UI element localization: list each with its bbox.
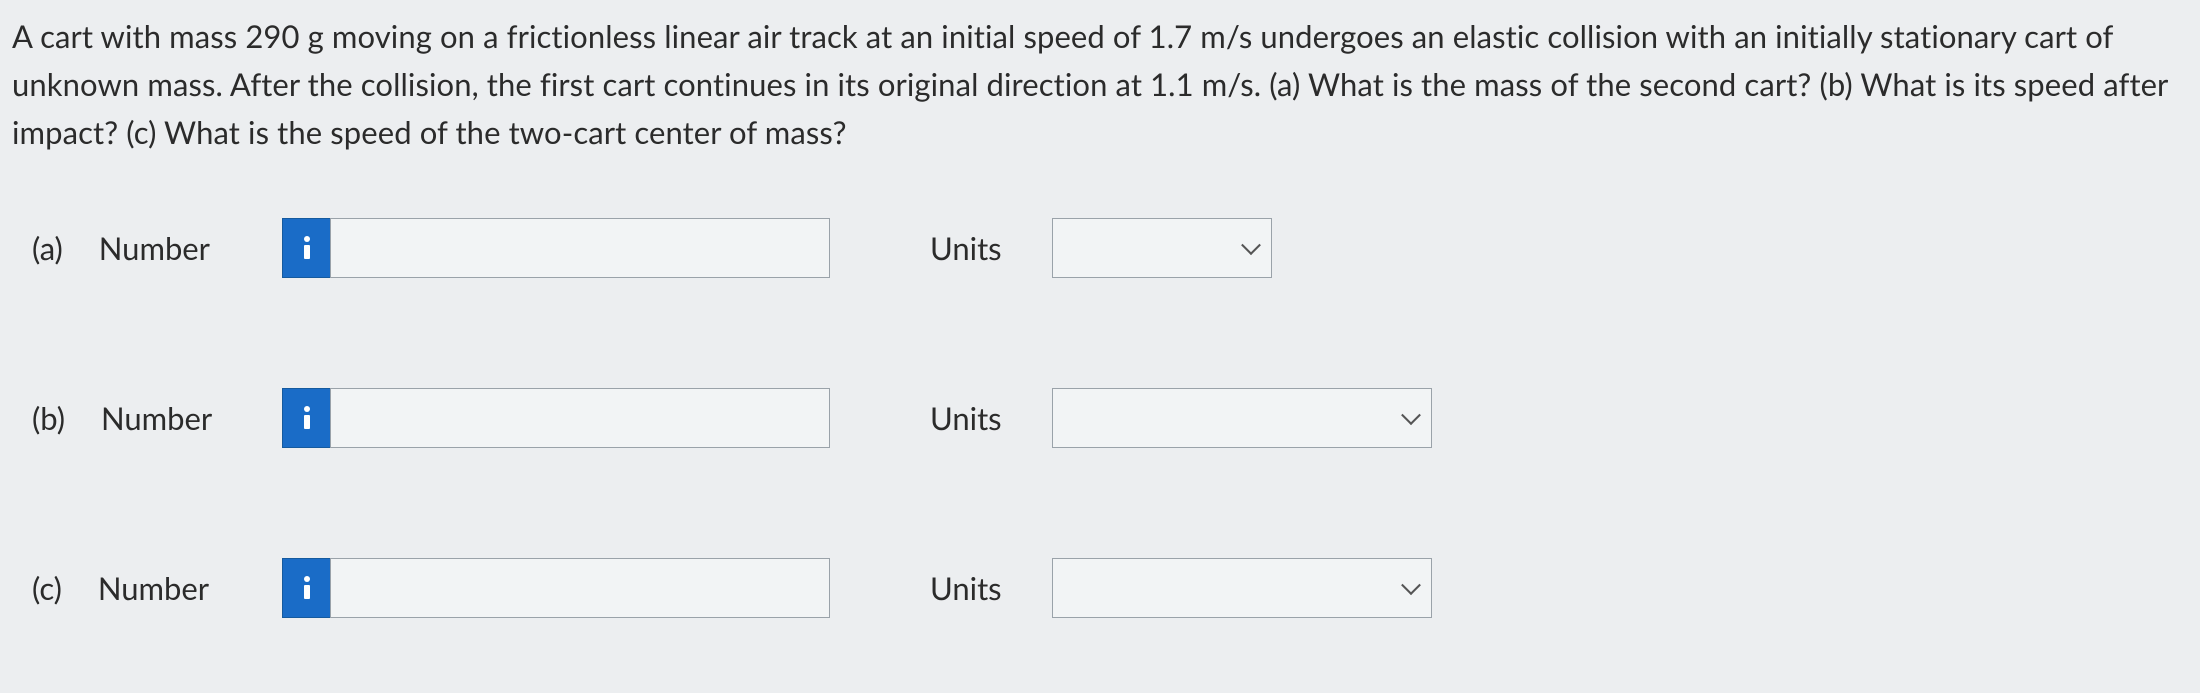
question-text: A cart with mass 290 g moving on a frict… bbox=[12, 12, 2182, 156]
units-select-wrap-b bbox=[1052, 388, 1432, 448]
units-label: Units bbox=[930, 229, 1002, 267]
answer-row-a: (a) Number Units bbox=[32, 218, 2182, 278]
units-select-b[interactable] bbox=[1052, 388, 1432, 448]
units-select-c[interactable] bbox=[1052, 558, 1432, 618]
number-label: Number bbox=[98, 569, 209, 607]
part-label-a: (a) Number bbox=[32, 229, 282, 267]
number-label: Number bbox=[101, 399, 212, 437]
part-label-b: (b) Number bbox=[32, 399, 282, 437]
number-input-wrap-c bbox=[282, 558, 830, 618]
part-letter-a: (a) bbox=[32, 229, 63, 267]
units-label: Units bbox=[930, 569, 1002, 607]
units-select-wrap-c bbox=[1052, 558, 1432, 618]
part-label-c: (c) Number bbox=[32, 569, 282, 607]
info-icon[interactable] bbox=[282, 388, 330, 448]
units-select-a[interactable] bbox=[1052, 218, 1272, 278]
number-input-b[interactable] bbox=[330, 388, 830, 448]
info-icon[interactable] bbox=[282, 558, 330, 618]
answer-row-c: (c) Number Units bbox=[32, 558, 2182, 618]
part-letter-c: (c) bbox=[32, 569, 62, 607]
answer-section: (a) Number Units (b) Number Units bbox=[12, 218, 2182, 618]
info-icon[interactable] bbox=[282, 218, 330, 278]
part-letter-b: (b) bbox=[32, 399, 65, 437]
answer-row-b: (b) Number Units bbox=[32, 388, 2182, 448]
number-input-wrap-a bbox=[282, 218, 830, 278]
number-label: Number bbox=[99, 229, 210, 267]
units-label: Units bbox=[930, 399, 1002, 437]
units-select-wrap-a bbox=[1052, 218, 1272, 278]
number-input-wrap-b bbox=[282, 388, 830, 448]
number-input-a[interactable] bbox=[330, 218, 830, 278]
number-input-c[interactable] bbox=[330, 558, 830, 618]
